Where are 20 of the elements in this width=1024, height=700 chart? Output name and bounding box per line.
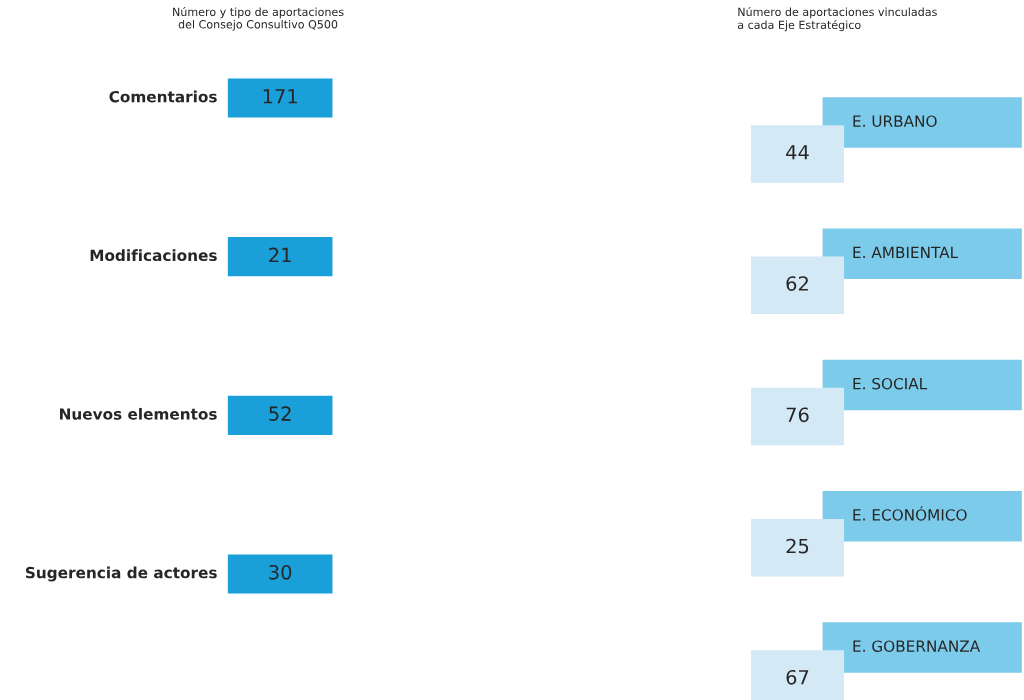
- data-label: 25: [786, 538, 809, 554]
- data-label: 21: [269, 247, 291, 263]
- data-label: 171: [263, 89, 297, 104]
- category-label: E. GOBERNANZA: [853, 640, 981, 652]
- data-label: 62: [786, 276, 808, 291]
- category-label: Modificaciones: [90, 249, 217, 262]
- category-label: Nuevos elementos: [60, 407, 217, 420]
- data-label: 30: [269, 564, 292, 580]
- text: Número y tipo de aportaciones del Consejo Consultivo Q500: [173, 7, 344, 31]
- category-label: E. SOCIAL: [853, 377, 928, 390]
- data-label: 52: [269, 406, 291, 421]
- data-label: 67: [786, 669, 809, 685]
- data-label: 76: [786, 407, 809, 423]
- category-label: Sugerencia de actores: [25, 566, 217, 582]
- category-label: E. AMBIENTAL: [853, 246, 959, 258]
- text: Número de aportaciones vinculadas a cada Eje Estratégico: [737, 7, 937, 32]
- data-label: 44: [786, 145, 809, 160]
- category-label: E. ECONÓMICO: [853, 506, 967, 521]
- category-label: E. URBANO: [853, 115, 937, 127]
- category-label: Comentarios: [109, 90, 217, 103]
